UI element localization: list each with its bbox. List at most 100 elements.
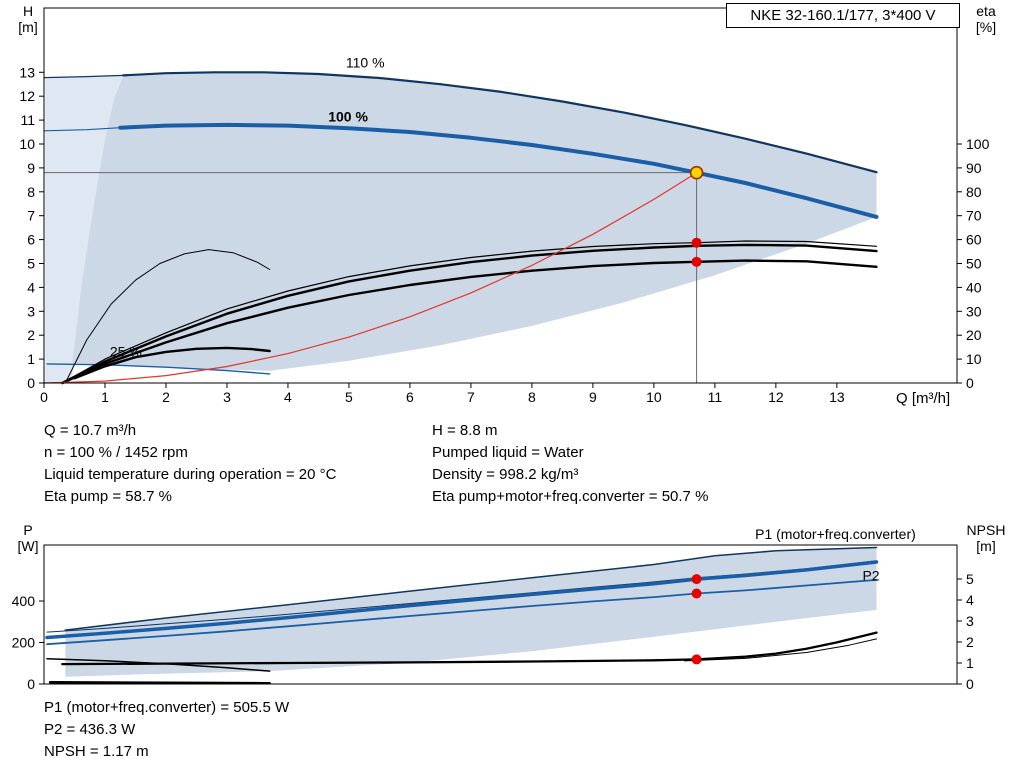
p2-point: [691, 588, 702, 599]
y-right-tick-label: 50: [966, 255, 982, 271]
y-axis-title-power: P [W]: [8, 522, 48, 554]
info-speed: n = 100 % / 1452 rpm: [44, 444, 188, 461]
y-left-tick-label: 11: [20, 112, 35, 128]
series-p2-100: [46, 579, 878, 646]
series-npsh-companion: [683, 638, 877, 662]
x-tick-label: 13: [829, 389, 845, 405]
head-axis-unit: [m]: [18, 19, 38, 35]
eta-axis-symbol: eta: [976, 3, 996, 19]
y-right-tick-label: 80: [966, 184, 982, 200]
series-speed-110: [122, 71, 878, 174]
duty-info-left-column: Q = 10.7 m³/h n = 100 % / 1452 rpm Liqui…: [44, 420, 432, 508]
series-speed-110-lead: [43, 74, 124, 79]
curve-label: 110 %: [346, 55, 385, 71]
y-left-tick-label: 2: [27, 327, 35, 343]
info-npsh: NPSH = 1.17 m: [44, 743, 149, 760]
curve-label: 100 %: [328, 108, 368, 124]
duty-point[interactable]: [689, 165, 704, 180]
y-left-tick-label: 7: [27, 208, 35, 224]
y-left-tick-label: 0: [27, 375, 35, 391]
y-left-tick-label: 200: [12, 635, 36, 651]
curve-label: 25 %: [110, 344, 142, 360]
info-liquid: Pumped liquid = Water: [432, 444, 584, 461]
x-axis-title-flow: Q [m³/h]: [896, 390, 951, 407]
power-info-panel: P1 (motor+freq.converter) = 505.5 W P2 =…: [44, 697, 289, 763]
info-p1: P1 (motor+freq.converter) = 505.5 W: [44, 699, 290, 716]
y-left-tick-label: 400: [12, 593, 36, 609]
npsh-axis-symbol: NPSH: [966, 522, 1006, 538]
pump-model-title: NKE 32-160.1/177, 3*400 V: [726, 3, 960, 28]
y-left-tick-label: 8: [27, 184, 35, 200]
y-right-tick-label: 20: [966, 327, 982, 343]
series-system-curve: [43, 172, 698, 384]
y-left-tick-label: 5: [27, 255, 35, 271]
y-right-tick-label: 1: [966, 655, 974, 671]
y-axis-title-eta: eta [%]: [958, 3, 1014, 35]
y-right-tick-label: 10: [966, 351, 982, 367]
curve-label: P1 (motor+freq.converter): [755, 526, 916, 542]
x-tick-label: 10: [646, 389, 662, 405]
y-right-tick-label: 2: [966, 634, 974, 650]
y-right-tick-label: 70: [966, 208, 982, 224]
series-speed-100-lead: [43, 127, 121, 132]
series-npsh: [61, 631, 878, 666]
y-left-tick-label: 4: [27, 279, 35, 295]
series-eta-pump: [61, 240, 878, 384]
power-axis-symbol: P: [23, 522, 33, 538]
x-tick-label: 8: [528, 389, 536, 405]
y-axis-title-npsh: NPSH [m]: [954, 522, 1018, 554]
y-right-tick-label: 0: [966, 375, 974, 391]
power-axis-unit: [W]: [17, 538, 39, 554]
curve-label: P2: [862, 567, 879, 583]
envelope-low-flow: [45, 75, 124, 384]
p1-point: [691, 574, 702, 585]
y-left-tick-label: 9: [27, 160, 35, 176]
x-tick-label: 12: [768, 389, 784, 405]
y-right-tick-label: 40: [966, 279, 982, 295]
series-p2-25: [48, 681, 271, 685]
y-right-tick-label: 5: [966, 571, 974, 587]
y-right-tick-label: 4: [966, 592, 974, 608]
info-eta-pump: Eta pump = 58.7 %: [44, 488, 172, 505]
series-eta-25-total: [73, 346, 271, 380]
x-tick-label: 0: [40, 389, 48, 405]
y-right-tick-label: 3: [966, 613, 974, 629]
duty-info-right-column: H = 8.8 m Pumped liquid = Water Density …: [432, 420, 708, 508]
series-eta-pump-motor-freq: [61, 259, 878, 385]
npsh-axis-unit: [m]: [976, 538, 996, 554]
y-right-tick-label: 90: [966, 160, 982, 176]
head-axis-symbol: H: [22, 3, 34, 19]
info-head: H = 8.8 m: [432, 422, 498, 439]
y-right-tick-label: 60: [966, 232, 982, 248]
y-left-tick-label: 1: [27, 351, 35, 367]
info-p2: P2 = 436.3 W: [44, 721, 136, 738]
y-right-tick-label: 100: [966, 136, 990, 152]
series-p1-110: [64, 546, 878, 631]
series-p1-100: [45, 560, 879, 640]
y-right-tick-label: 0: [966, 676, 974, 692]
x-tick-label: 2: [162, 389, 170, 405]
eta-total-point: [691, 256, 702, 267]
series-speed-25: [46, 363, 271, 375]
info-flow: Q = 10.7 m³/h: [44, 422, 137, 439]
x-tick-label: 7: [467, 389, 475, 405]
y-left-tick-label: 10: [19, 136, 35, 152]
info-density: Density = 998.2 kg/m³: [432, 466, 579, 483]
x-tick-label: 6: [406, 389, 414, 405]
x-tick-label: 3: [223, 389, 231, 405]
y-left-tick-label: 13: [19, 64, 35, 80]
y-axis-title-head: H [m]: [8, 3, 48, 35]
chart-frame: [43, 544, 958, 685]
envelope-operating-range: [69, 72, 877, 384]
y-left-tick-label: 12: [19, 88, 35, 104]
chart-frame: [43, 7, 958, 384]
npsh-point: [691, 654, 702, 665]
info-eta-total: Eta pump+motor+freq.converter = 50.7 %: [432, 488, 709, 505]
eta-axis-unit: [%]: [975, 19, 997, 35]
x-tick-label: 1: [101, 389, 109, 405]
y-left-tick-label: 3: [27, 303, 35, 319]
series-speed-100: [118, 122, 879, 219]
y-right-tick-label: 30: [966, 303, 982, 319]
